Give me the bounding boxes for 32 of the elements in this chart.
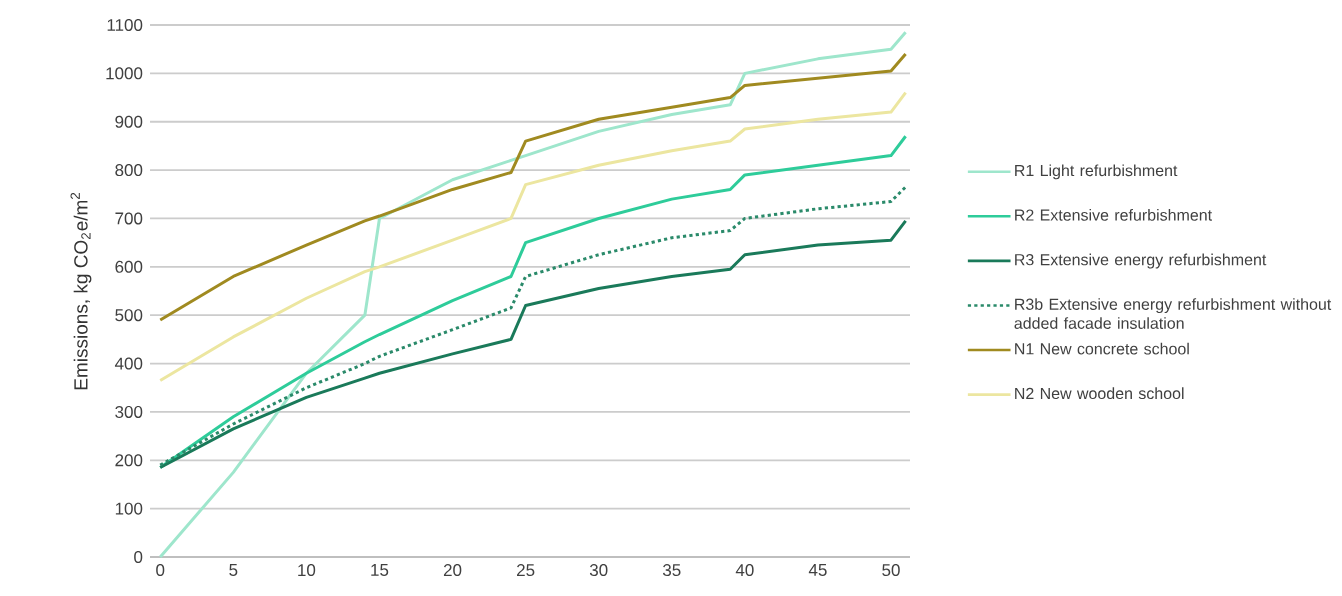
legend-label: N1 New concrete school <box>1015 342 1189 355</box>
y-tick-label: 700 <box>115 212 143 225</box>
x-tick-label: 5 <box>229 564 238 576</box>
y-axis-title: Emissions, kg CO$_{2}$e/m$^{2}$ <box>70 192 92 390</box>
legend-label: R1 Light refurbishment <box>1015 164 1178 180</box>
x-tick-label: 30 <box>589 564 608 577</box>
x-tick-label: 35 <box>662 564 681 577</box>
x-tick-label: 45 <box>808 564 827 576</box>
y-tick-label: 0 <box>134 551 143 564</box>
x-tick-label: 10 <box>298 564 316 577</box>
y-tick-label: 1100 <box>107 18 143 32</box>
y-tick-label: 1000 <box>106 67 143 80</box>
y-tick-label: 200 <box>115 454 143 467</box>
legend-label: R3b Extensive energy refurbishment without added facade insulation <box>1014 298 1332 329</box>
y-tick-label: 800 <box>115 164 143 177</box>
y-tick-label: 300 <box>115 405 143 418</box>
legend-label: R2 Extensive refurbishment <box>1015 208 1212 221</box>
x-tick-label: 15 <box>371 564 389 576</box>
x-tick-label: 40 <box>735 564 754 577</box>
y-tick-label: 100 <box>115 502 143 515</box>
legend-label: R3 Extensive energy refurbishment <box>1015 253 1267 269</box>
y-tick-label: 500 <box>115 309 143 322</box>
x-tick-label: 25 <box>517 564 535 577</box>
x-tick-label: 50 <box>882 564 900 577</box>
line-series <box>158 91 908 382</box>
line-series <box>158 30 908 559</box>
x-tick-label: 0 <box>156 564 165 577</box>
legend-label: N2 New wooden school <box>1015 387 1184 400</box>
x-tick-label: 20 <box>443 564 462 577</box>
y-tick-label: 900 <box>115 115 143 128</box>
y-tick-label: 600 <box>115 260 143 273</box>
y-tick-label: 400 <box>114 357 143 370</box>
